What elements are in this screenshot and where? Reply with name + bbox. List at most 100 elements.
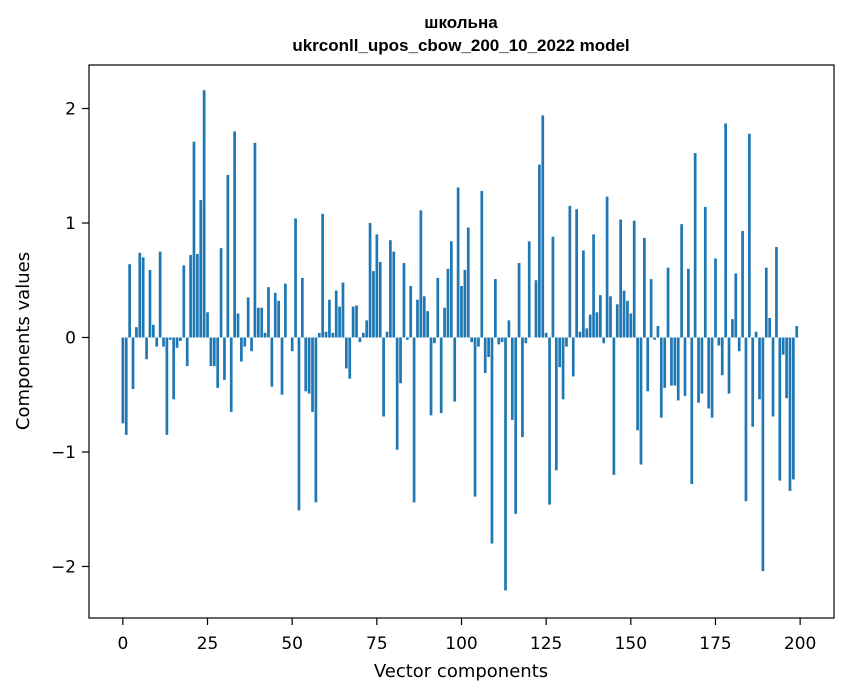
bar: [707, 337, 711, 409]
bar: [317, 332, 321, 338]
bar: [270, 337, 274, 387]
bar: [626, 300, 629, 338]
bar: [466, 227, 470, 338]
bar: [212, 337, 216, 367]
bar: [277, 300, 280, 338]
bar: [246, 297, 250, 338]
bar: [622, 290, 626, 338]
x-tick-label: 0: [117, 634, 128, 654]
bar: [504, 337, 507, 591]
bar: [659, 337, 663, 418]
bar: [307, 337, 311, 394]
chart-subtitle: ukrconll_upos_cbow_200_10_2022 model: [292, 36, 629, 55]
bar: [534, 280, 538, 338]
bar: [429, 337, 433, 416]
y-tick-label: 1: [65, 214, 76, 234]
bar: [453, 337, 457, 402]
bar: [449, 241, 453, 338]
bar: [185, 337, 189, 367]
bar: [754, 331, 758, 338]
bar: [490, 337, 494, 544]
bar: [294, 218, 297, 338]
bar: [236, 313, 240, 338]
bar: [592, 234, 595, 338]
bar: [578, 331, 582, 338]
bar: [192, 141, 196, 338]
bar: [795, 326, 799, 338]
bar: [724, 123, 727, 338]
bar: [460, 285, 463, 338]
bar: [402, 263, 406, 338]
bar: [446, 268, 450, 338]
bar: [399, 337, 402, 384]
bar: [477, 337, 480, 347]
bar: [175, 337, 179, 348]
bar: [558, 337, 562, 368]
bar: [165, 337, 169, 435]
bar: [764, 267, 768, 338]
bar: [168, 337, 172, 340]
bar: [517, 263, 521, 338]
bar: [544, 332, 548, 338]
bar: [172, 337, 176, 400]
y-tick-label: 0: [65, 328, 76, 348]
bar: [243, 337, 247, 347]
bar: [731, 319, 734, 338]
bar: [233, 131, 236, 338]
bar: [612, 337, 616, 475]
bar: [788, 337, 792, 491]
bar: [405, 337, 409, 340]
bar: [507, 320, 511, 338]
bar: [263, 332, 267, 338]
bar: [409, 285, 413, 338]
bar: [138, 252, 142, 338]
x-tick-label: 50: [281, 634, 303, 654]
bar: [131, 337, 135, 390]
bar: [216, 337, 220, 388]
bar: [775, 247, 778, 338]
bar: [206, 312, 209, 338]
bar: [395, 337, 399, 450]
bar: [273, 292, 277, 338]
bar: [124, 337, 128, 435]
bar: [629, 313, 633, 338]
bar: [527, 241, 531, 338]
bar: [372, 271, 375, 338]
bar: [649, 279, 653, 338]
bar: [345, 337, 348, 369]
bar: [687, 268, 690, 338]
bar: [541, 115, 545, 338]
bar: [304, 337, 308, 392]
bar: [348, 337, 352, 379]
bar: [240, 337, 243, 362]
bar: [747, 133, 751, 338]
bar: [179, 337, 182, 341]
bar: [510, 337, 514, 420]
bar: [792, 337, 795, 480]
bar: [443, 307, 446, 338]
bar: [561, 337, 565, 400]
bar: [135, 327, 138, 338]
bar: [148, 269, 152, 338]
bar: [416, 299, 419, 338]
bar: [714, 258, 717, 338]
bar: [697, 337, 700, 403]
bar: [470, 337, 474, 343]
y-tick-label: −1: [51, 443, 76, 463]
bar: [378, 261, 382, 338]
bar: [426, 311, 429, 338]
x-tick-label: 25: [197, 634, 219, 654]
bar: [636, 337, 639, 431]
bar: [324, 331, 328, 338]
bar: [473, 337, 477, 497]
bar: [145, 337, 148, 360]
bar: [653, 337, 656, 340]
x-tick-label: 150: [615, 634, 647, 654]
bar: [761, 337, 765, 572]
bar: [361, 332, 365, 338]
bar: [141, 257, 145, 338]
bar: [639, 337, 643, 465]
bar: [284, 283, 287, 338]
bar: [568, 205, 572, 338]
bar: [365, 320, 369, 338]
